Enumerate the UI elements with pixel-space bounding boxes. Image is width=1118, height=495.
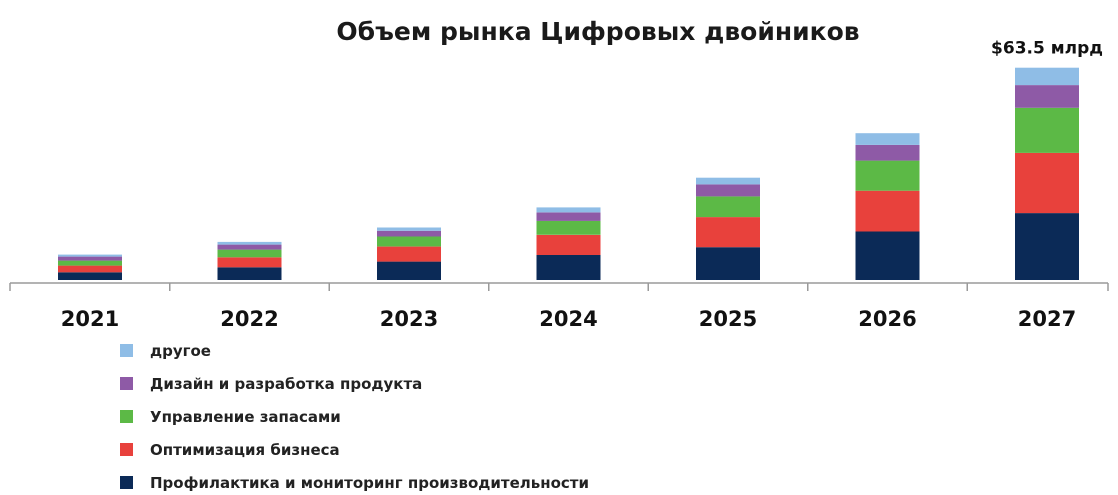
legend-label-1: Оптимизация бизнеса [150, 441, 340, 459]
bar-2022-series-3 [217, 244, 282, 250]
bar-2024-series-0 [536, 254, 601, 280]
bar-2025-series-3 [696, 184, 760, 197]
x-tick-label-2022: 2022 [220, 307, 278, 331]
bar-2027-series-0 [1015, 213, 1079, 280]
bar-2026-series-1 [855, 190, 920, 232]
bar-2023-series-1 [377, 246, 441, 262]
legend-label-4: другое [150, 342, 211, 360]
bar-2025-series-1 [696, 217, 760, 248]
legend-label-3: Дизайн и разработка продукта [150, 375, 422, 393]
bar-2027-series-3 [1015, 85, 1079, 108]
legend-label-2: Управление запасами [150, 408, 341, 426]
bar-2025-series-0 [696, 247, 760, 280]
legend-label-0: Профилактика и мониторинг производительн… [150, 474, 589, 492]
x-axis-tick-labels: 2021 2022 2023 2024 2025 2026 2027 [61, 307, 1076, 331]
bar-2024-series-4 [536, 207, 601, 213]
x-tick-label-2027: 2027 [1018, 307, 1076, 331]
total-annotation: $63.5 млрд [991, 39, 1103, 59]
bar-2025-series-2 [696, 196, 760, 218]
bar-2026-series-2 [855, 160, 920, 191]
bar-2027-series-2 [1015, 107, 1079, 153]
bar-2026-series-3 [855, 144, 920, 161]
bar-2022-series-2 [217, 249, 282, 258]
x-tick-label-2021: 2021 [61, 307, 119, 331]
bar-2027-series-1 [1015, 152, 1079, 214]
legend-swatch-4 [120, 344, 133, 357]
bar-2022-series-1 [217, 257, 282, 268]
x-tick-label-2023: 2023 [380, 307, 438, 331]
legend-swatch-2 [120, 410, 133, 423]
chart-title: Объем рынка Цифровых двойников [336, 17, 859, 46]
bar-2025-series-4 [696, 177, 760, 185]
x-tick-label-2026: 2026 [858, 307, 916, 331]
bar-2024-series-3 [536, 212, 601, 221]
legend-swatch-1 [120, 443, 133, 456]
legend-swatch-0 [120, 476, 133, 489]
bar-2023-series-2 [377, 236, 441, 247]
bar-2024-series-2 [536, 220, 601, 235]
bar-2023-series-4 [377, 227, 441, 231]
bar-2022-series-4 [217, 241, 282, 245]
bar-2023-series-3 [377, 230, 441, 237]
bar-2024-series-1 [536, 234, 601, 255]
legend: другое Дизайн и разработка продукта Управл… [120, 342, 589, 492]
bar-2021-series-2 [58, 260, 122, 266]
bar-2026-series-0 [855, 231, 920, 280]
bar-2021-series-3 [58, 256, 122, 261]
bar-2021-series-4 [58, 254, 122, 257]
x-axis-ticks [9, 283, 1109, 291]
bar-2021-series-1 [58, 265, 122, 273]
bar-2023-series-0 [377, 261, 441, 280]
x-tick-label-2025: 2025 [699, 307, 757, 331]
bar-2026-series-4 [855, 133, 920, 145]
x-tick-label-2024: 2024 [539, 307, 597, 331]
bar-2022-series-0 [217, 267, 282, 280]
bars-group [58, 67, 1079, 280]
bar-2021-series-0 [58, 272, 122, 280]
bar-2027-series-4 [1015, 67, 1079, 86]
legend-swatch-3 [120, 377, 133, 390]
